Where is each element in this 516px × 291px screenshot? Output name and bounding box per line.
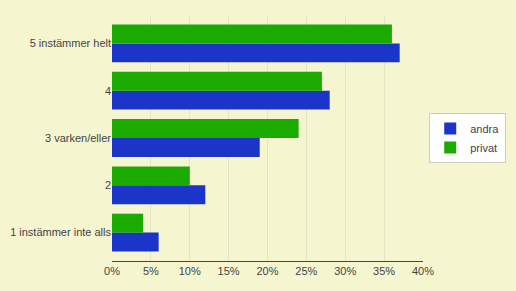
svg-text:15%: 15%	[218, 265, 240, 277]
svg-text:25%: 25%	[295, 265, 317, 277]
svg-text:4: 4	[105, 85, 111, 97]
svg-text:2: 2	[105, 179, 111, 191]
svg-text:35%: 35%	[373, 265, 395, 277]
svg-text:privat: privat	[470, 142, 497, 154]
svg-text:0%: 0%	[104, 265, 120, 277]
svg-text:20%: 20%	[256, 265, 278, 277]
svg-text:3 varken/eller: 3 varken/eller	[45, 132, 111, 144]
svg-text:5%: 5%	[143, 265, 159, 277]
svg-text:1 instämmer inte alls: 1 instämmer inte alls	[10, 226, 111, 238]
svg-text:andra: andra	[470, 123, 499, 135]
svg-text:10%: 10%	[179, 265, 201, 277]
svg-text:30%: 30%	[334, 265, 356, 277]
svg-text:40%: 40%	[412, 265, 434, 277]
svg-text:5 instämmer helt: 5 instämmer helt	[30, 37, 111, 49]
